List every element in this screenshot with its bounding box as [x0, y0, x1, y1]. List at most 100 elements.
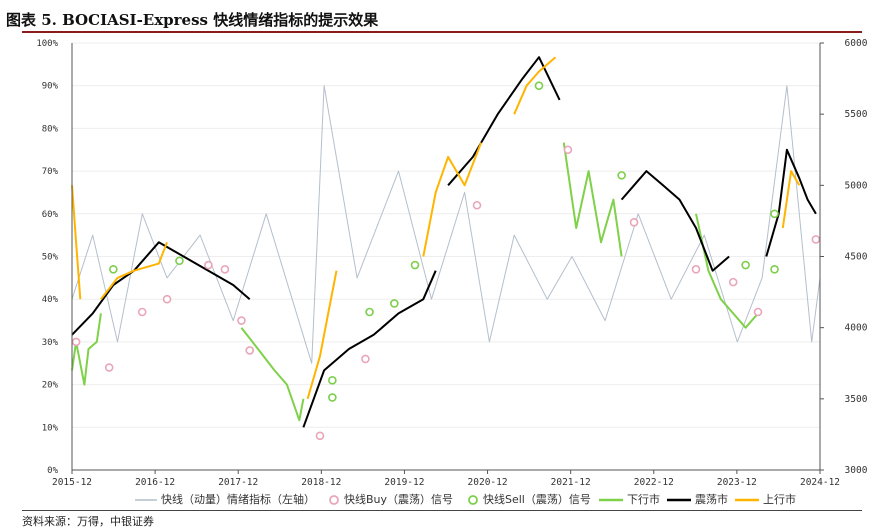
- market-segment-4: [695, 213, 759, 329]
- buy-signal-marker: [728, 277, 738, 287]
- legend-item-up-market: 上行市: [735, 491, 796, 509]
- sell-signal-marker: [410, 260, 420, 270]
- legend-label: 上行市: [763, 493, 796, 506]
- y-left-tick-label: 100%: [36, 39, 58, 49]
- legend-swatch-down: [599, 498, 623, 502]
- sell-signal-marker: [741, 260, 750, 270]
- title-rule: [22, 31, 862, 33]
- y-right-tick-label: 5500: [845, 109, 868, 120]
- legend-swatch-sell: [468, 495, 478, 505]
- y-left-tick-label: 40%: [42, 295, 59, 305]
- y-left-tick-label: 90%: [42, 82, 59, 92]
- market-segment-1: [71, 313, 102, 386]
- legend-item-down-market: 下行市: [599, 491, 660, 509]
- y-left-tick-label: 80%: [42, 124, 59, 134]
- buy-signal-marker: [753, 307, 763, 317]
- y-left-tick-label: 20%: [42, 381, 59, 391]
- buy-signal-marker: [104, 363, 114, 372]
- y-right-tick-label: 4500: [845, 252, 868, 263]
- legend-label: 快线Buy（震荡）信号: [344, 493, 454, 506]
- sell-signal-marker: [390, 299, 399, 308]
- legend-item-fast-line: 快线（动量）情绪指标（左轴）: [135, 491, 315, 509]
- buy-signal-marker: [162, 294, 172, 304]
- market-segment-11: [100, 241, 168, 300]
- source-note: 资料来源：万得，中银证券: [22, 515, 154, 528]
- y-right-tick-label: 4000: [845, 323, 868, 334]
- y-right-tick-label: 5000: [845, 180, 868, 191]
- buy-signal-marker: [245, 346, 255, 355]
- y-left-tick-label: 0%: [47, 466, 58, 476]
- market-segment-8: [620, 170, 730, 272]
- sell-signal-marker: [328, 393, 337, 402]
- legend-swatch-fast-line: [135, 499, 157, 501]
- buy-signal-marker: [472, 200, 482, 210]
- x-tick-label: 2017-12: [218, 477, 258, 488]
- y-left-tick-label: 70%: [42, 167, 59, 177]
- y-left-tick-label: 60%: [42, 210, 59, 220]
- fast-line-series: [71, 85, 821, 364]
- buy-signal-marker: [361, 354, 370, 364]
- y-left-tick-label: 10%: [42, 423, 59, 433]
- axes: 0% 10% 20% 30% 40% 50% 60% 70% 80% 90% 100% 3000 350…: [36, 38, 867, 488]
- buy-signal-marker: [691, 265, 701, 274]
- legend-swatch-buy: [329, 495, 339, 505]
- buy-signal-marker: [629, 218, 639, 227]
- legend: 快线（动量）情绪指标（左轴） 快线Buy（震荡）信号 快线Sell（震荡）信号 …: [0, 491, 869, 509]
- y-left-tick-label: 30%: [42, 338, 59, 348]
- legend-item-sell-signal: 快线Sell（震荡）信号: [467, 491, 591, 509]
- sell-signal-marker: [534, 81, 544, 90]
- x-tick-label: 2022-12: [634, 477, 674, 488]
- legend-item-range-market: 震荡市: [667, 491, 728, 509]
- x-tick-label: 2024-12: [800, 477, 840, 488]
- x-tick-label: 2021-12: [551, 477, 591, 488]
- sell-signal-marker: [770, 209, 779, 219]
- buy-signal-marker: [563, 145, 573, 155]
- legend-label: 快线（动量）情绪指标（左轴）: [161, 493, 315, 506]
- market-segment-12: [306, 270, 338, 400]
- legend-label: 下行市: [627, 493, 660, 506]
- chart-title: 图表 5. BOCIASI-Express 快线情绪指标的提示效果: [6, 11, 379, 29]
- x-tick-label: 2020-12: [468, 477, 508, 488]
- market-segment-6: [302, 270, 437, 428]
- sell-signal-marker: [109, 265, 118, 274]
- buy-signal-marker: [315, 431, 325, 441]
- market-segment-7: [447, 56, 561, 186]
- market-segment-15: [781, 170, 801, 229]
- market-segment-5: [71, 241, 251, 336]
- x-tick-label: 2018-12: [301, 477, 341, 488]
- x-tick-label: 2019-12: [384, 477, 424, 488]
- signal-markers: [71, 81, 821, 441]
- legend-swatch-range: [667, 498, 691, 502]
- market-segment-9: [765, 148, 817, 257]
- market-segment-3: [562, 142, 623, 257]
- buy-signal-marker: [811, 235, 821, 244]
- x-tick-label: 2016-12: [135, 477, 175, 488]
- sell-signal-marker: [328, 376, 337, 385]
- sell-signal-marker: [617, 171, 626, 180]
- market-segment-14: [513, 56, 557, 115]
- buy-signal-marker: [137, 307, 147, 317]
- y-right-tick-label: 6000: [845, 38, 868, 49]
- sell-signal-marker: [175, 256, 184, 266]
- market-state-series: [71, 56, 817, 428]
- buy-signal-marker: [204, 260, 213, 270]
- buy-signal-marker: [237, 316, 246, 325]
- market-segment-10: [71, 185, 82, 300]
- buy-signal-marker: [220, 265, 230, 274]
- legend-swatch-up: [735, 498, 759, 502]
- sell-signal-marker: [365, 307, 374, 317]
- legend-label: 震荡市: [695, 493, 728, 506]
- legend-item-buy-signal: 快线Buy（震荡）信号: [328, 491, 453, 509]
- buy-signal-marker: [71, 337, 81, 347]
- market-segment-13: [422, 142, 483, 257]
- x-tick-label: 2015-12: [52, 477, 92, 488]
- y-right-tick-label: 3000: [845, 465, 868, 476]
- legend-label: 快线Sell（震荡）信号: [483, 493, 591, 506]
- y-left-tick-label: 50%: [42, 253, 59, 263]
- market-segment-2: [240, 327, 305, 422]
- fast-line-series-path: [71, 85, 821, 364]
- x-tick-label: 2023-12: [717, 477, 757, 488]
- sell-signal-marker: [770, 265, 779, 274]
- y-right-tick-label: 3500: [845, 394, 868, 405]
